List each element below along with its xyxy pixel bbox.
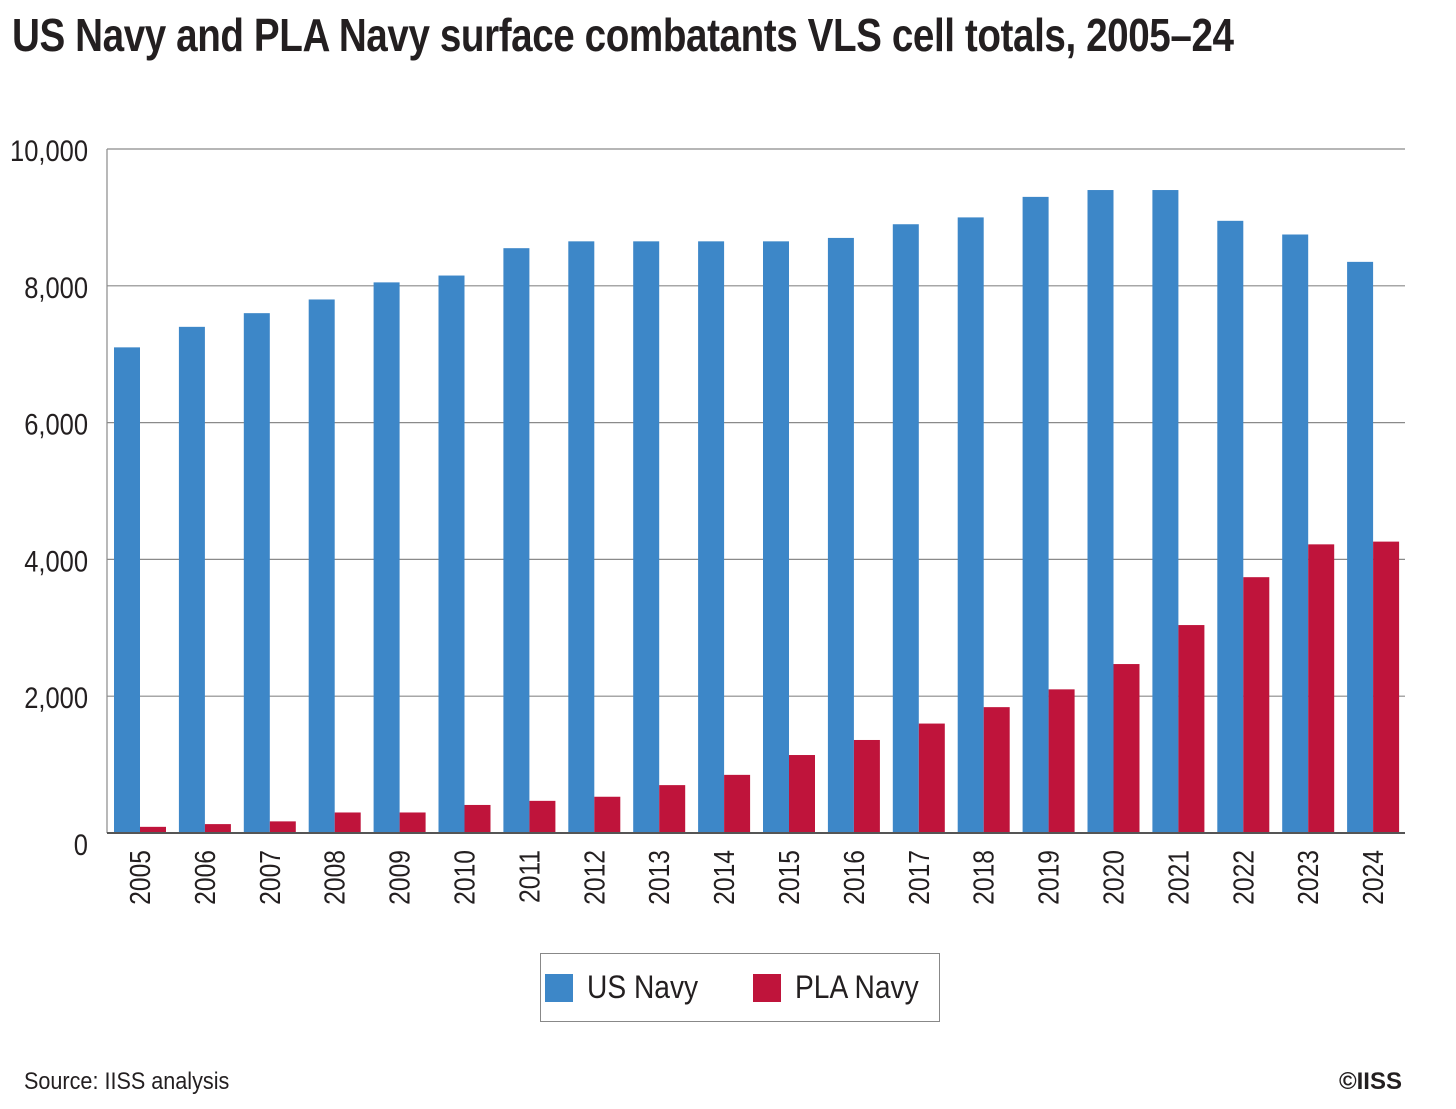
x-tick-label: 2014 (708, 850, 740, 905)
bar-pla-navy-2008 (334, 812, 361, 833)
bar-pla-navy-2009 (399, 812, 426, 833)
x-tick-label: 2020 (1098, 850, 1130, 905)
bar-us-navy-2014 (698, 241, 725, 834)
x-tick-label: 2018 (968, 850, 1000, 905)
x-tick-label: 2013 (643, 850, 675, 905)
source-note: Source: IISS analysis (24, 1068, 230, 1095)
bar-pla-navy-2019 (1048, 689, 1075, 833)
bar-pla-navy-2013 (659, 785, 686, 833)
legend-label: US Navy (586, 969, 698, 1005)
bar-us-navy-2022 (1217, 220, 1244, 833)
x-tick-label: 2010 (449, 850, 481, 905)
bar-us-navy-2017 (892, 224, 919, 834)
bar-pla-navy-2021 (1178, 625, 1205, 833)
x-tick-label: 2023 (1292, 850, 1324, 905)
bar-pla-navy-2016 (853, 739, 880, 833)
bar-pla-navy-2022 (1243, 577, 1270, 833)
x-tick-label: 2007 (254, 850, 286, 905)
x-tick-label: 2008 (319, 850, 351, 905)
legend: US Navy PLA Navy (540, 953, 940, 1022)
y-tick-label: 8,000 (24, 271, 88, 304)
bar-us-navy-2016 (827, 237, 854, 834)
x-tick-label: 2006 (189, 850, 221, 905)
bar-us-navy-2021 (1152, 190, 1179, 834)
y-tick-label: 6,000 (24, 408, 88, 441)
bar-us-navy-2012 (568, 241, 595, 834)
x-tick-label: 2016 (838, 850, 870, 905)
bar-pla-navy-2023 (1308, 544, 1335, 833)
bar-us-navy-2020 (1087, 190, 1114, 834)
x-tick-label: 2021 (1163, 850, 1195, 905)
y-tick-label: 2,000 (24, 681, 88, 714)
bar-us-navy-2005 (114, 347, 140, 833)
bar-pla-navy-2015 (789, 755, 815, 833)
bar-pla-navy-2006 (204, 824, 231, 833)
bar-pla-navy-2024 (1373, 541, 1400, 833)
y-tick-label: 10,000 (10, 134, 88, 167)
bar-us-navy-2009 (373, 282, 400, 833)
bar-us-navy-2008 (308, 299, 335, 834)
bar-pla-navy-2011 (529, 800, 556, 833)
bar-us-navy-2010 (438, 275, 465, 833)
x-tick-label: 2012 (578, 850, 610, 905)
x-tick-label: 2022 (1227, 850, 1259, 905)
x-tick-label: 2011 (514, 850, 546, 903)
x-tick-label: 2017 (903, 850, 935, 905)
bar-us-navy-2007 (243, 313, 270, 833)
bar-pla-navy-2020 (1113, 664, 1140, 833)
y-tick-label: 0 (74, 828, 88, 861)
bar-pla-navy-2018 (983, 707, 1010, 833)
x-tick-label: 2015 (773, 850, 805, 905)
legend-item-us-navy: US Navy (544, 969, 713, 1006)
bar-us-navy-2024 (1347, 261, 1374, 833)
x-tick-label: 2005 (124, 850, 156, 905)
bar-pla-navy-2012 (594, 796, 621, 833)
y-tick-label: 4,000 (24, 544, 88, 577)
bar-pla-navy-2005 (140, 826, 166, 833)
bar-us-navy-2023 (1282, 234, 1309, 833)
legend-item-pla-navy: PLA Navy (752, 969, 936, 1006)
bar-us-navy-2015 (763, 241, 789, 834)
copyright: ©IISS (1338, 1068, 1402, 1095)
bar-pla-navy-2014 (724, 774, 751, 833)
x-tick-label: 2009 (384, 850, 416, 905)
legend-label: PLA Navy (794, 969, 919, 1005)
bar-us-navy-2013 (633, 241, 660, 834)
legend-swatch-us-navy (544, 973, 573, 1002)
bar-us-navy-2006 (178, 326, 205, 833)
bar-us-navy-2011 (503, 248, 530, 833)
bar-us-navy-2019 (1022, 196, 1049, 833)
bar-chart: 0 2,000 4,000 6,000 8,000 10,000 2005 2006 2007 2… (10, 134, 1405, 905)
bar-pla-navy-2017 (918, 723, 945, 833)
x-tick-label: 2024 (1357, 850, 1389, 905)
bar-pla-navy-2007 (269, 821, 296, 833)
bar-us-navy-2018 (957, 217, 984, 833)
legend-swatch-pla-navy (752, 973, 781, 1002)
chart-title: US Navy and PLA Navy surface combatants … (12, 9, 1234, 61)
x-tick-label: 2019 (1033, 850, 1065, 905)
bar-pla-navy-2010 (464, 804, 491, 833)
